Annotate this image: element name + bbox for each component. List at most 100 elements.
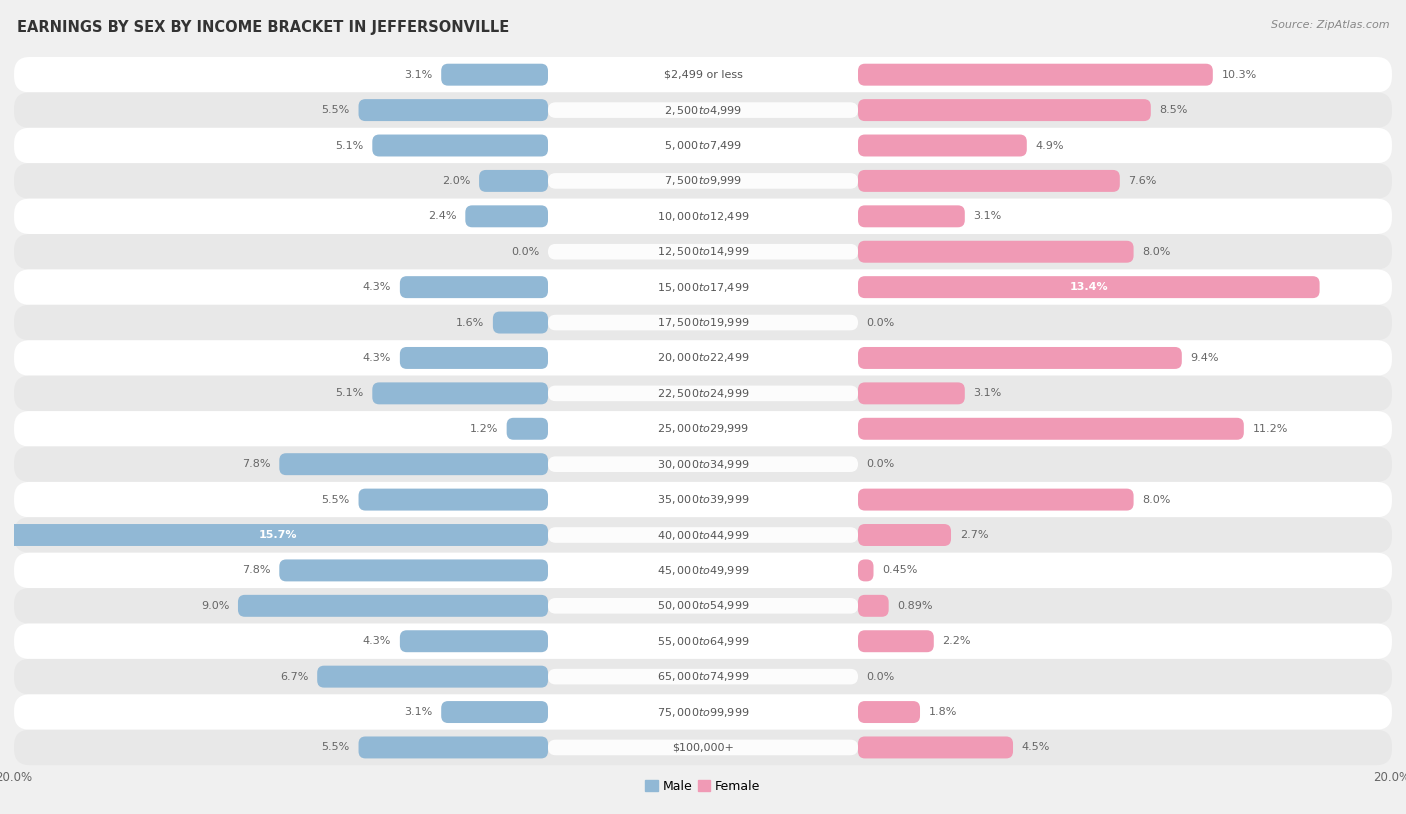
FancyBboxPatch shape [14,588,1392,624]
Text: 4.9%: 4.9% [1035,141,1064,151]
FancyBboxPatch shape [858,488,1133,510]
Text: $12,500 to $14,999: $12,500 to $14,999 [657,245,749,258]
FancyBboxPatch shape [548,669,858,685]
FancyBboxPatch shape [548,421,858,436]
Text: 8.0%: 8.0% [1142,495,1171,505]
Text: $100,000+: $100,000+ [672,742,734,752]
Text: $55,000 to $64,999: $55,000 to $64,999 [657,635,749,648]
FancyBboxPatch shape [14,128,1392,163]
FancyBboxPatch shape [548,527,858,543]
FancyBboxPatch shape [858,418,1244,440]
FancyBboxPatch shape [14,482,1392,518]
Text: 15.7%: 15.7% [259,530,297,540]
Text: 0.45%: 0.45% [882,566,918,575]
FancyBboxPatch shape [359,488,548,510]
Text: $50,000 to $54,999: $50,000 to $54,999 [657,599,749,612]
Text: $5,000 to $7,499: $5,000 to $7,499 [664,139,742,152]
FancyBboxPatch shape [548,740,858,755]
Text: 1.8%: 1.8% [928,707,957,717]
Text: 8.0%: 8.0% [1142,247,1171,256]
Text: $2,499 or less: $2,499 or less [664,70,742,80]
Text: 9.4%: 9.4% [1191,353,1219,363]
Text: 2.7%: 2.7% [960,530,988,540]
FancyBboxPatch shape [14,340,1392,375]
Text: $45,000 to $49,999: $45,000 to $49,999 [657,564,749,577]
FancyBboxPatch shape [858,630,934,652]
Text: 4.5%: 4.5% [1022,742,1050,752]
FancyBboxPatch shape [14,269,1392,304]
FancyBboxPatch shape [858,205,965,227]
FancyBboxPatch shape [373,134,548,156]
Text: 7.6%: 7.6% [1129,176,1157,186]
Text: 0.0%: 0.0% [866,459,894,469]
FancyBboxPatch shape [14,624,1392,659]
FancyBboxPatch shape [858,524,950,546]
FancyBboxPatch shape [238,595,548,617]
Text: 6.7%: 6.7% [280,672,308,681]
FancyBboxPatch shape [858,99,1152,121]
FancyBboxPatch shape [858,737,1012,759]
Text: 5.1%: 5.1% [336,388,364,398]
Text: $65,000 to $74,999: $65,000 to $74,999 [657,670,749,683]
Text: 5.5%: 5.5% [322,742,350,752]
Legend: Male, Female: Male, Female [641,775,765,798]
FancyBboxPatch shape [14,553,1392,588]
Text: Source: ZipAtlas.com: Source: ZipAtlas.com [1271,20,1389,30]
Text: 3.1%: 3.1% [405,70,433,80]
FancyBboxPatch shape [441,701,548,723]
FancyBboxPatch shape [14,92,1392,128]
Text: $35,000 to $39,999: $35,000 to $39,999 [657,493,749,506]
FancyBboxPatch shape [14,694,1392,730]
FancyBboxPatch shape [494,312,548,334]
FancyBboxPatch shape [548,208,858,224]
Text: $30,000 to $34,999: $30,000 to $34,999 [657,457,749,470]
Text: 3.1%: 3.1% [405,707,433,717]
FancyBboxPatch shape [548,562,858,578]
FancyBboxPatch shape [359,737,548,759]
Text: 3.1%: 3.1% [973,388,1001,398]
FancyBboxPatch shape [441,63,548,85]
Text: 3.1%: 3.1% [973,212,1001,221]
Text: 2.4%: 2.4% [429,212,457,221]
FancyBboxPatch shape [14,163,1392,199]
Text: $2,500 to $4,999: $2,500 to $4,999 [664,103,742,116]
FancyBboxPatch shape [14,304,1392,340]
FancyBboxPatch shape [280,559,548,581]
FancyBboxPatch shape [548,244,858,260]
FancyBboxPatch shape [14,199,1392,234]
Text: 8.5%: 8.5% [1160,105,1188,115]
FancyBboxPatch shape [548,598,858,614]
FancyBboxPatch shape [548,386,858,401]
Text: 10.3%: 10.3% [1222,70,1257,80]
Text: $25,000 to $29,999: $25,000 to $29,999 [657,422,749,435]
FancyBboxPatch shape [14,659,1392,694]
Text: $20,000 to $22,499: $20,000 to $22,499 [657,352,749,365]
FancyBboxPatch shape [465,205,548,227]
FancyBboxPatch shape [548,315,858,330]
FancyBboxPatch shape [548,67,858,82]
Text: $75,000 to $99,999: $75,000 to $99,999 [657,706,749,719]
FancyBboxPatch shape [280,453,548,475]
Text: 5.1%: 5.1% [336,141,364,151]
FancyBboxPatch shape [858,383,965,405]
FancyBboxPatch shape [858,276,1320,298]
FancyBboxPatch shape [548,633,858,649]
FancyBboxPatch shape [14,730,1392,765]
FancyBboxPatch shape [548,492,858,507]
Text: $40,000 to $44,999: $40,000 to $44,999 [657,528,749,541]
Text: 4.3%: 4.3% [363,637,391,646]
Text: $17,500 to $19,999: $17,500 to $19,999 [657,316,749,329]
FancyBboxPatch shape [399,347,548,369]
FancyBboxPatch shape [858,170,1119,192]
FancyBboxPatch shape [373,383,548,405]
FancyBboxPatch shape [858,347,1182,369]
Text: 1.2%: 1.2% [470,424,498,434]
Text: 0.89%: 0.89% [897,601,932,610]
FancyBboxPatch shape [399,630,548,652]
FancyBboxPatch shape [858,134,1026,156]
FancyBboxPatch shape [858,241,1133,263]
FancyBboxPatch shape [548,173,858,189]
Text: 0.0%: 0.0% [866,672,894,681]
FancyBboxPatch shape [7,524,548,546]
Text: 4.3%: 4.3% [363,353,391,363]
